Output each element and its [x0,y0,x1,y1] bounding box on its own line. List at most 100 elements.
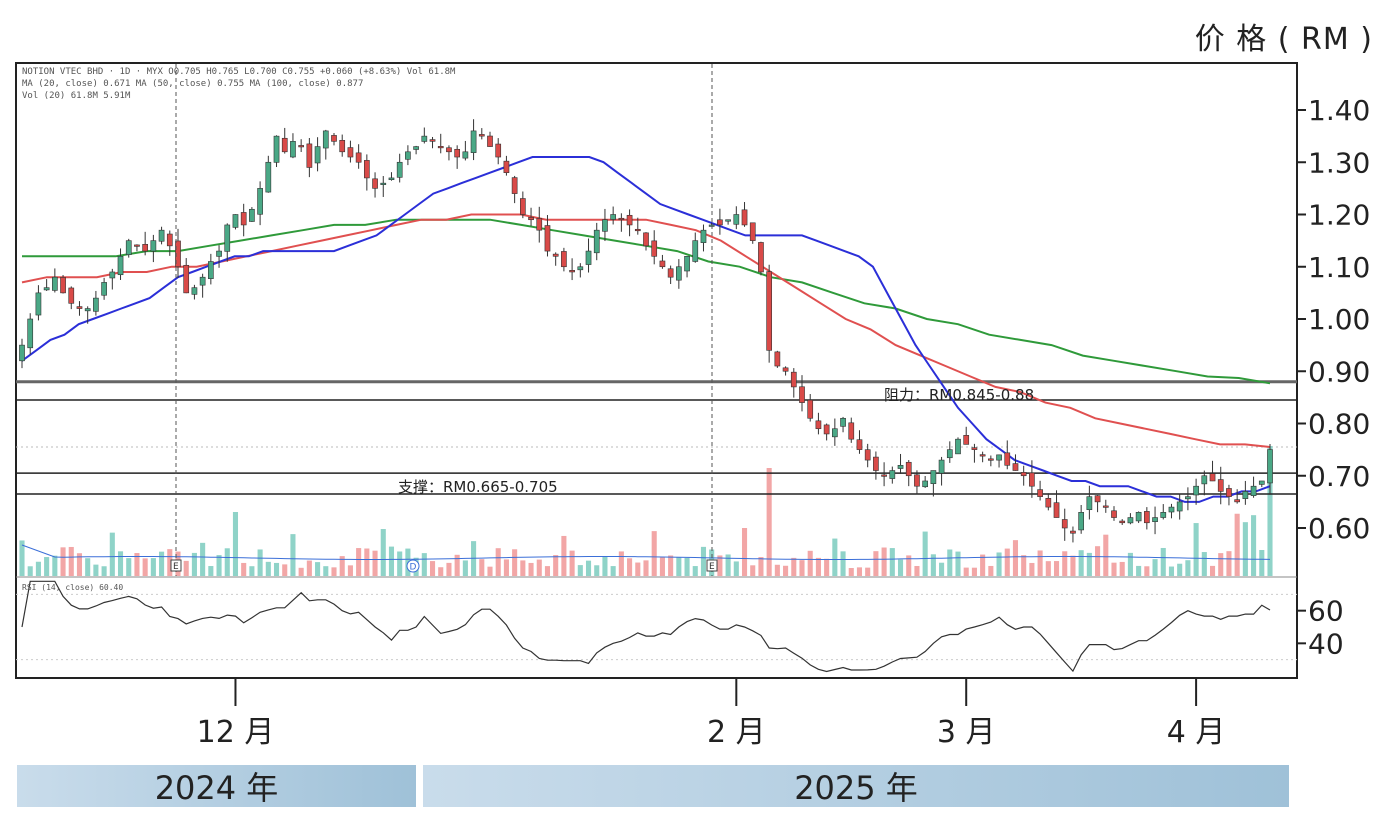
candle-body [1267,449,1273,484]
volume-bar [676,557,682,576]
candle-body [807,399,814,419]
candle-body [905,461,912,477]
volume-bar [134,553,140,576]
volume-bar [429,561,436,576]
candle-body [421,135,428,142]
volume-bar [947,549,953,576]
candle-body [733,214,740,225]
volume-bar [717,555,723,576]
candle-body [1143,511,1150,524]
volume-bar [1234,513,1240,576]
volume-bar [438,567,444,576]
volume-bar [298,567,304,576]
candle-body [799,386,805,403]
volume-bar [840,551,846,576]
volume-bar [528,562,534,576]
volume-bar [848,567,854,576]
volume-bar [791,557,797,576]
candle-body [815,420,822,430]
volume-bar [1226,551,1232,576]
volume-bar [1177,563,1183,576]
volume-bar [68,546,74,576]
candle-body [1078,512,1085,531]
volume-bar [241,562,247,576]
candle-body [634,228,641,232]
candle-body [889,470,896,479]
volume-bar [109,532,115,576]
volume-bar [741,528,748,576]
year-2024: 2024 年 [17,765,416,807]
volume-bar [651,531,657,576]
event-e-label-1: E [173,562,179,572]
volume-bar [824,558,830,576]
candle-body [569,270,575,273]
candle-body [290,141,296,158]
volume-bar [126,558,132,576]
candle-body [955,438,961,455]
candle-body [561,251,567,268]
volume-bar [774,564,780,576]
volume-bar [60,547,66,576]
volume-bar [167,549,173,576]
volume-bar [700,546,707,576]
volume-bar [1086,552,1092,576]
candle-body [93,297,99,312]
x-tick-label: 2 月 [707,715,766,750]
candle-body [322,130,329,149]
volume-bar [117,551,124,576]
volume-bar [216,555,222,576]
volume-bar [479,559,485,576]
candle-body [27,318,34,349]
volume-bar [627,558,633,576]
volume-bar [331,567,337,576]
candle-body [273,135,280,163]
candle-body [355,152,362,163]
candle-body [963,435,970,445]
volume-bar [1160,547,1166,576]
volume-bar [856,567,863,576]
volume-bar [1021,555,1027,576]
year-2025: 2025 年 [423,765,1289,807]
candle-body [914,474,920,487]
volume-bar [585,560,592,576]
candle-body [68,287,75,304]
volume-bar [1053,561,1060,576]
candle-body [363,160,370,179]
volume-bar [832,538,838,576]
candle-body [1209,473,1216,482]
candle-body [1004,452,1011,466]
candle-body [1160,512,1167,518]
volume-bar [44,557,50,576]
volume-bar [1185,560,1191,576]
volume-bar [1144,566,1150,576]
volume-bar [996,552,1002,576]
volume-bar [750,565,756,576]
candle-body [503,160,510,174]
candle-body [749,222,756,241]
candle-body [331,135,337,142]
unit-label: 价 格 ( RM ) [1194,22,1373,57]
candle-body [405,151,411,160]
header-line-1: NOTION VTEC BHD · 1D · MYX O0.705 H0.765… [22,67,456,77]
volume-bar [76,553,83,576]
candle-body [651,240,658,257]
volume-bar [971,567,977,576]
volume-bar [1218,553,1224,576]
volume-bar [265,561,271,576]
volume-bar [1029,562,1035,576]
candle-body [478,134,485,137]
support-label: 支撑：RM0.665-0.705 [398,478,558,496]
y-tick-label: 1.40 [1308,94,1370,127]
volume-bar [290,534,296,576]
candle-body [938,459,945,474]
candle-body [1045,498,1052,508]
candle-body [1020,472,1027,477]
y-tick-label: 0.80 [1308,408,1370,441]
volume-bar [922,531,928,576]
volume-bar [191,552,197,576]
volume-bar [306,560,312,576]
volume-bar [635,562,641,576]
candle-body [585,250,592,265]
candle-body [864,449,871,461]
